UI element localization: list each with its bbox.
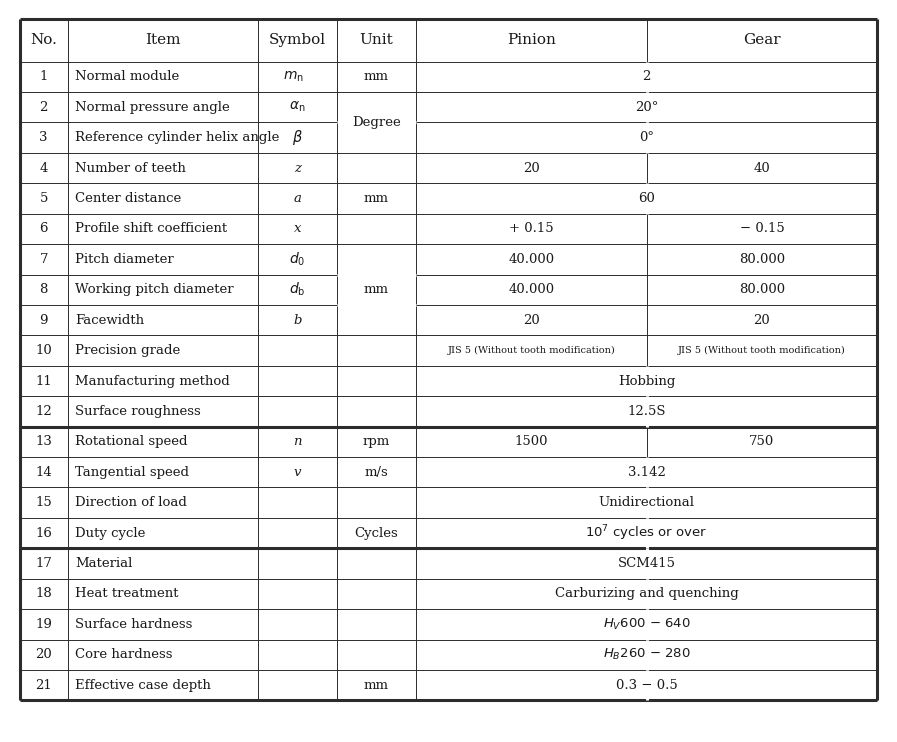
Text: Normal module: Normal module bbox=[75, 70, 179, 83]
Text: n: n bbox=[293, 436, 301, 448]
Text: Number of teeth: Number of teeth bbox=[75, 162, 186, 174]
Text: b: b bbox=[293, 314, 301, 326]
Text: 14: 14 bbox=[35, 466, 52, 479]
Text: Cycles: Cycles bbox=[354, 527, 398, 539]
Text: Heat treatment: Heat treatment bbox=[75, 588, 179, 600]
Text: Direction of load: Direction of load bbox=[75, 496, 187, 509]
Text: 80.000: 80.000 bbox=[739, 253, 785, 266]
Text: Pitch diameter: Pitch diameter bbox=[75, 253, 174, 266]
Text: Symbol: Symbol bbox=[269, 33, 327, 47]
Text: mm: mm bbox=[364, 70, 389, 83]
Text: JIS 5 (Without tooth modification): JIS 5 (Without tooth modification) bbox=[678, 346, 846, 355]
Text: Pinion: Pinion bbox=[507, 33, 555, 47]
Text: v: v bbox=[294, 466, 301, 479]
Text: Unidirectional: Unidirectional bbox=[598, 496, 694, 509]
Text: $H_V$600 $-$ 640: $H_V$600 $-$ 640 bbox=[603, 617, 691, 632]
Text: + 0.15: + 0.15 bbox=[509, 223, 553, 235]
Text: $10^7$ cycles or over: $10^7$ cycles or over bbox=[586, 523, 708, 543]
Text: 20: 20 bbox=[35, 649, 52, 661]
Text: 0.3 − 0.5: 0.3 − 0.5 bbox=[615, 679, 677, 692]
Text: Carburizing and quenching: Carburizing and quenching bbox=[554, 588, 738, 600]
Text: 16: 16 bbox=[35, 527, 52, 539]
Text: 3: 3 bbox=[39, 131, 48, 144]
Text: Normal pressure angle: Normal pressure angle bbox=[75, 101, 230, 114]
Text: $d_0$: $d_0$ bbox=[290, 251, 306, 268]
Text: 40.000: 40.000 bbox=[509, 283, 554, 296]
Text: Degree: Degree bbox=[353, 116, 401, 129]
Text: 20: 20 bbox=[523, 162, 540, 174]
Text: 6: 6 bbox=[39, 223, 48, 235]
Text: Manufacturing method: Manufacturing method bbox=[75, 375, 230, 387]
Text: x: x bbox=[294, 223, 301, 235]
Text: mm: mm bbox=[364, 283, 389, 296]
Text: Gear: Gear bbox=[743, 33, 780, 47]
Text: 750: 750 bbox=[749, 436, 774, 448]
Text: 60: 60 bbox=[638, 192, 655, 205]
Text: a: a bbox=[293, 192, 301, 205]
Text: Facewidth: Facewidth bbox=[75, 314, 144, 326]
Text: 80.000: 80.000 bbox=[739, 283, 785, 296]
Text: z: z bbox=[294, 162, 301, 174]
Text: Surface roughness: Surface roughness bbox=[75, 405, 201, 418]
Text: 4: 4 bbox=[39, 162, 48, 174]
Text: 19: 19 bbox=[35, 618, 52, 631]
Text: $d_\mathrm{b}$: $d_\mathrm{b}$ bbox=[290, 281, 306, 298]
Text: 1: 1 bbox=[39, 70, 48, 83]
Text: 8: 8 bbox=[39, 283, 48, 296]
Text: Tangential speed: Tangential speed bbox=[75, 466, 189, 479]
Text: Material: Material bbox=[75, 557, 132, 570]
Text: Profile shift coefficient: Profile shift coefficient bbox=[75, 223, 227, 235]
Text: 21: 21 bbox=[35, 679, 52, 692]
Text: 20°: 20° bbox=[635, 101, 658, 114]
Text: 7: 7 bbox=[39, 253, 48, 266]
Text: mm: mm bbox=[364, 192, 389, 205]
Text: 40: 40 bbox=[753, 162, 771, 174]
Text: Rotational speed: Rotational speed bbox=[75, 436, 187, 448]
Text: 0°: 0° bbox=[639, 131, 654, 144]
Text: Duty cycle: Duty cycle bbox=[75, 527, 145, 539]
Text: rpm: rpm bbox=[363, 436, 390, 448]
Text: Working pitch diameter: Working pitch diameter bbox=[75, 283, 233, 296]
Text: Item: Item bbox=[145, 33, 180, 47]
Text: m/s: m/s bbox=[364, 466, 388, 479]
Text: $\alpha_\mathrm{n}$: $\alpha_\mathrm{n}$ bbox=[290, 100, 306, 114]
Text: Center distance: Center distance bbox=[75, 192, 181, 205]
Text: 10: 10 bbox=[35, 344, 52, 357]
Text: 2: 2 bbox=[642, 70, 651, 83]
Text: − 0.15: − 0.15 bbox=[739, 223, 784, 235]
Text: No.: No. bbox=[30, 33, 57, 47]
Text: Unit: Unit bbox=[360, 33, 394, 47]
Text: 20: 20 bbox=[753, 314, 771, 326]
Text: 17: 17 bbox=[35, 557, 52, 570]
Text: 5: 5 bbox=[39, 192, 48, 205]
Text: $\beta$: $\beta$ bbox=[292, 128, 303, 147]
Text: $m_\mathrm{n}$: $m_\mathrm{n}$ bbox=[283, 70, 303, 84]
Text: Hobbing: Hobbing bbox=[618, 375, 675, 387]
Text: JIS 5 (Without tooth modification): JIS 5 (Without tooth modification) bbox=[448, 346, 615, 355]
Text: 9: 9 bbox=[39, 314, 48, 326]
Text: Core hardness: Core hardness bbox=[75, 649, 172, 661]
Text: 11: 11 bbox=[35, 375, 52, 387]
Text: 15: 15 bbox=[35, 496, 52, 509]
Text: 1500: 1500 bbox=[515, 436, 548, 448]
Text: 12: 12 bbox=[35, 405, 52, 418]
Text: 18: 18 bbox=[35, 588, 52, 600]
Text: 2: 2 bbox=[39, 101, 48, 114]
Text: 12.5S: 12.5S bbox=[627, 405, 666, 418]
Text: 3.142: 3.142 bbox=[628, 466, 666, 479]
Text: mm: mm bbox=[364, 679, 389, 692]
Text: Reference cylinder helix angle: Reference cylinder helix angle bbox=[75, 131, 279, 144]
Text: Surface hardness: Surface hardness bbox=[75, 618, 192, 631]
Text: SCM415: SCM415 bbox=[618, 557, 675, 570]
Text: 20: 20 bbox=[523, 314, 540, 326]
Text: Precision grade: Precision grade bbox=[75, 344, 180, 357]
Text: $H_B$260 $-$ 280: $H_B$260 $-$ 280 bbox=[603, 647, 691, 663]
Text: 40.000: 40.000 bbox=[509, 253, 554, 266]
Text: Effective case depth: Effective case depth bbox=[75, 679, 211, 692]
Text: 13: 13 bbox=[35, 436, 52, 448]
